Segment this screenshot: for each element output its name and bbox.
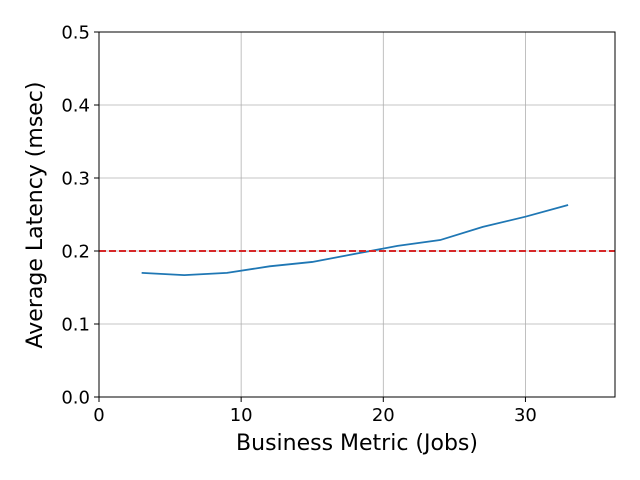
y-tick-label: 0.5: [61, 23, 90, 44]
x-tick-label: 10: [230, 405, 253, 426]
y-axis-label: Average Latency (msec): [23, 82, 48, 349]
plot-frame: [98, 31, 616, 398]
y-tick-label: 0.2: [61, 242, 90, 263]
y-tick-label: 0.4: [61, 96, 90, 117]
x-tick-label: 30: [514, 405, 537, 426]
x-tick-label: 20: [372, 405, 395, 426]
x-tick-label: 0: [93, 405, 104, 426]
y-tick-label: 0.1: [61, 315, 90, 336]
x-axis-label: Business Metric (Jobs): [236, 431, 478, 456]
y-tick-label: 0.3: [61, 169, 90, 190]
y-tick-label: 0.0: [61, 388, 90, 409]
line-series: [141, 204, 569, 276]
